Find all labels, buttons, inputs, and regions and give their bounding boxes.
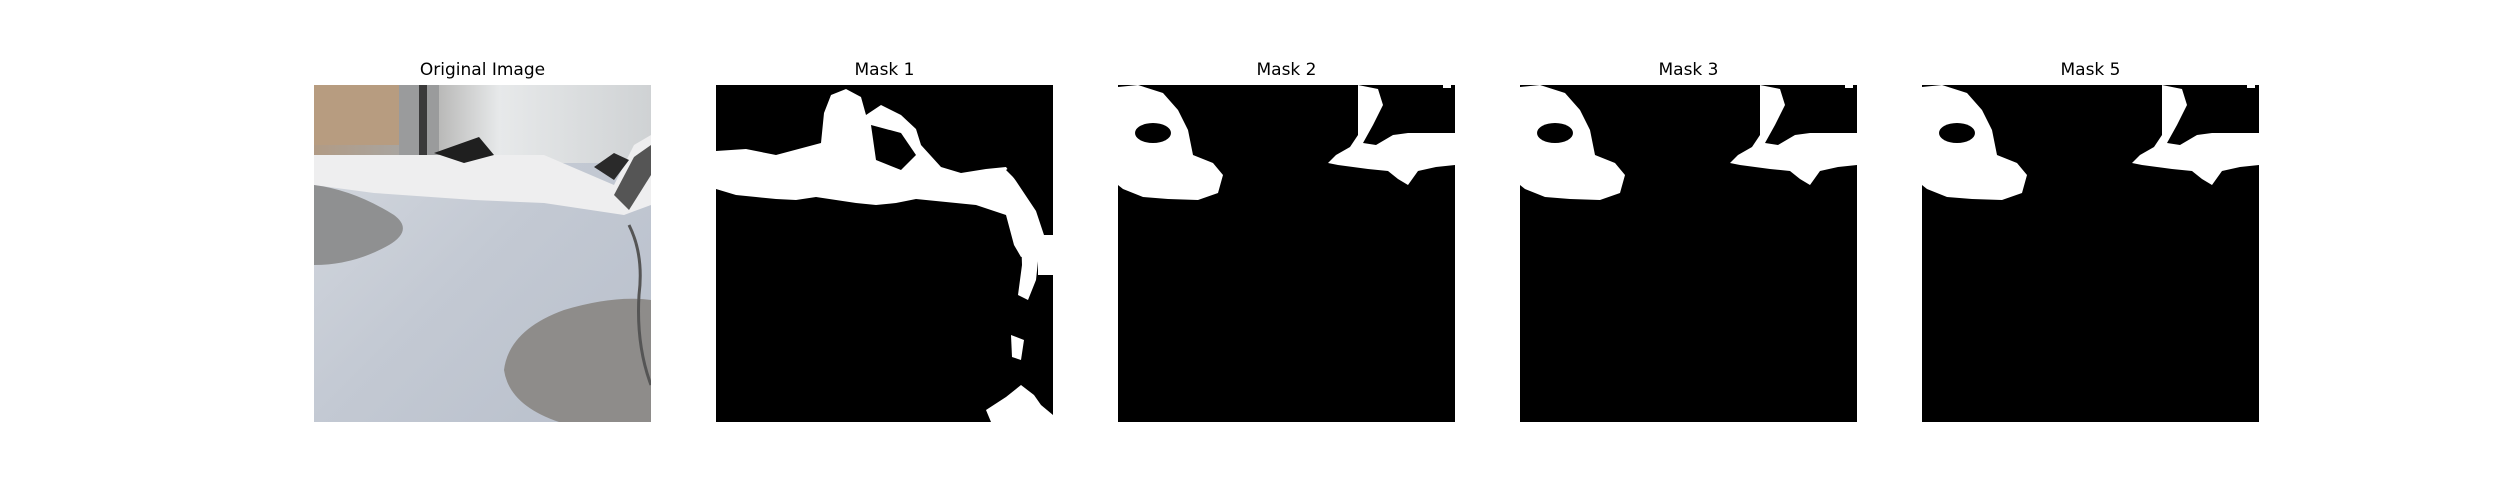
roof-white bbox=[314, 135, 651, 215]
mask-region bbox=[1922, 85, 2027, 200]
mask-2-image bbox=[1118, 85, 1455, 422]
shadow-left bbox=[314, 185, 403, 265]
panel-title: Mask 3 bbox=[1658, 60, 1719, 80]
mask-region bbox=[716, 89, 1044, 257]
panel-title: Mask 5 bbox=[2060, 60, 2121, 80]
panel-title: Mask 1 bbox=[854, 60, 915, 80]
panel-original: Original Image bbox=[314, 0, 651, 500]
shadow-right bbox=[504, 298, 651, 422]
panel-title: Mask 2 bbox=[1256, 60, 1317, 80]
mask-region bbox=[1118, 85, 1223, 200]
panel-mask-1: Mask 1 bbox=[716, 0, 1053, 500]
original-image bbox=[314, 85, 651, 422]
panel-title: Original Image bbox=[419, 60, 546, 80]
panel-mask-3: Mask 3 bbox=[1520, 0, 1857, 500]
panel-mask-5: Mask 5 bbox=[1922, 0, 2259, 500]
mask-region bbox=[1520, 85, 1625, 200]
panel-mask-2: Mask 2 bbox=[1118, 0, 1455, 500]
mask-1-image bbox=[716, 85, 1053, 422]
mask-3-image bbox=[1520, 85, 1857, 422]
mask-5-image bbox=[1922, 85, 2259, 422]
